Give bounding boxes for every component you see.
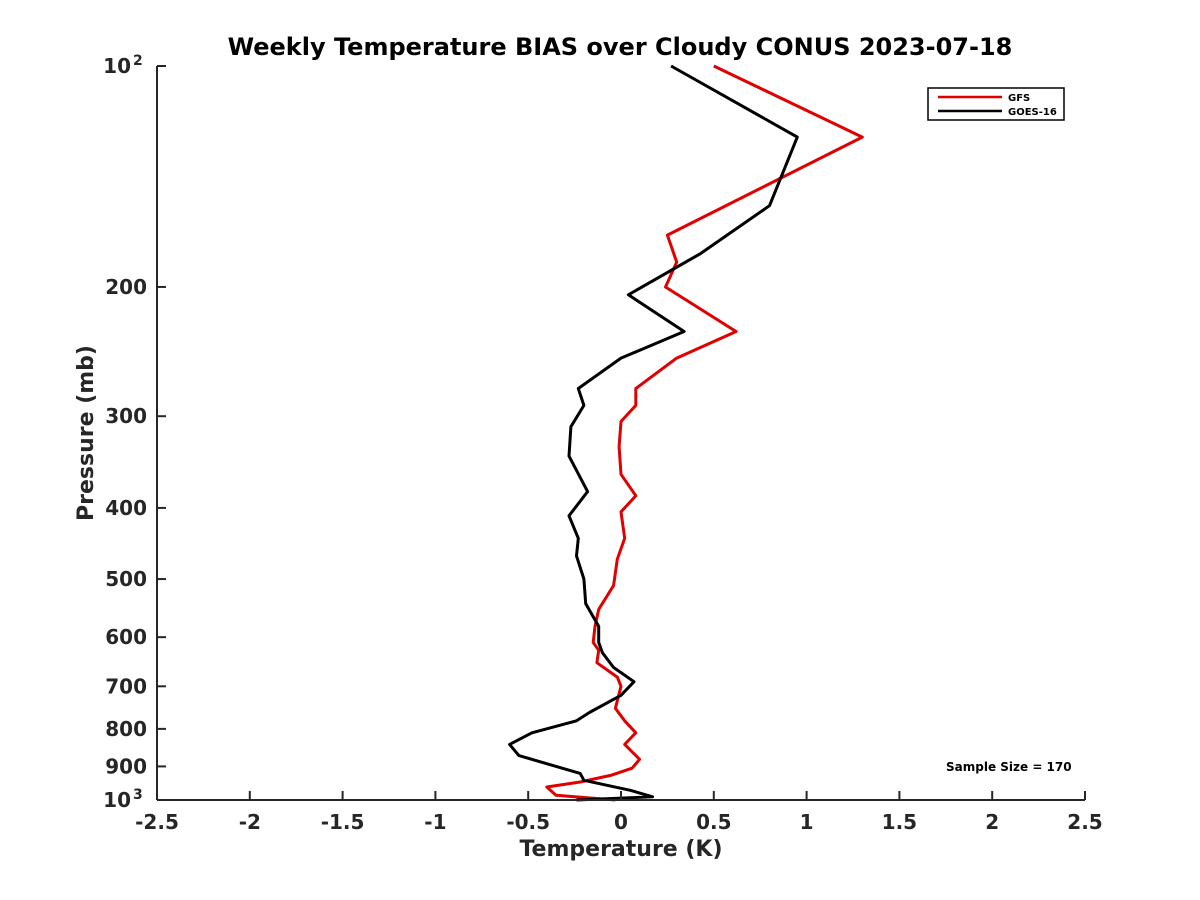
y-tick-label: 600 <box>105 625 147 649</box>
y-tick-label: 800 <box>105 717 147 741</box>
series-layer <box>508 64 864 802</box>
y-tick-label: 900 <box>105 754 147 778</box>
x-tick-label: -2 <box>239 810 261 834</box>
x-tick-label: 1.5 <box>882 810 917 834</box>
chart-title: Weekly Temperature BIAS over Cloudy CONU… <box>228 33 1013 61</box>
x-tick-label: 1 <box>800 810 814 834</box>
x-tick-label: -1.5 <box>321 810 365 834</box>
x-tick-label: 0 <box>614 810 628 834</box>
ticks-layer: -2.5 -2 -1.5 -1 -0.5 0 0.5 1 1.5 2 2.510 2200300400… <box>103 53 1103 834</box>
y-tick-label: 200 <box>105 275 147 299</box>
y-tick-label: 400 <box>105 496 147 520</box>
y-tick-label: 500 <box>105 567 147 591</box>
y-tick-exponent: 2 <box>133 53 143 69</box>
x-tick-label: -1 <box>424 810 446 834</box>
legend-box <box>927 87 1065 121</box>
series-line-gfs <box>545 64 864 802</box>
y-tick-label: 700 <box>105 674 147 698</box>
sample-size-annotation: Sample Size = 170 <box>946 760 1072 774</box>
x-tick-label: 2.5 <box>1067 810 1102 834</box>
y-tick-label: 300 <box>105 404 147 428</box>
series-line-goes16 <box>508 64 799 802</box>
y-axis-label: Pressure (mb) <box>74 345 99 521</box>
x-axis-label: Temperature (K) <box>519 837 722 862</box>
x-tick-label: -2.5 <box>135 810 179 834</box>
x-tick-label: 2 <box>985 810 999 834</box>
legend-label-goes16: GOES-16 <box>1008 107 1057 118</box>
y-tick-exponent: 3 <box>133 787 143 803</box>
legend-label-gfs: GFS <box>1008 93 1030 104</box>
x-tick-label: 0.5 <box>696 810 731 834</box>
legend: GFS GOES-16 <box>927 87 1065 121</box>
y-tick-label: 10 <box>103 788 131 812</box>
y-tick-label: 10 <box>103 54 131 78</box>
x-tick-label: -0.5 <box>506 810 550 834</box>
